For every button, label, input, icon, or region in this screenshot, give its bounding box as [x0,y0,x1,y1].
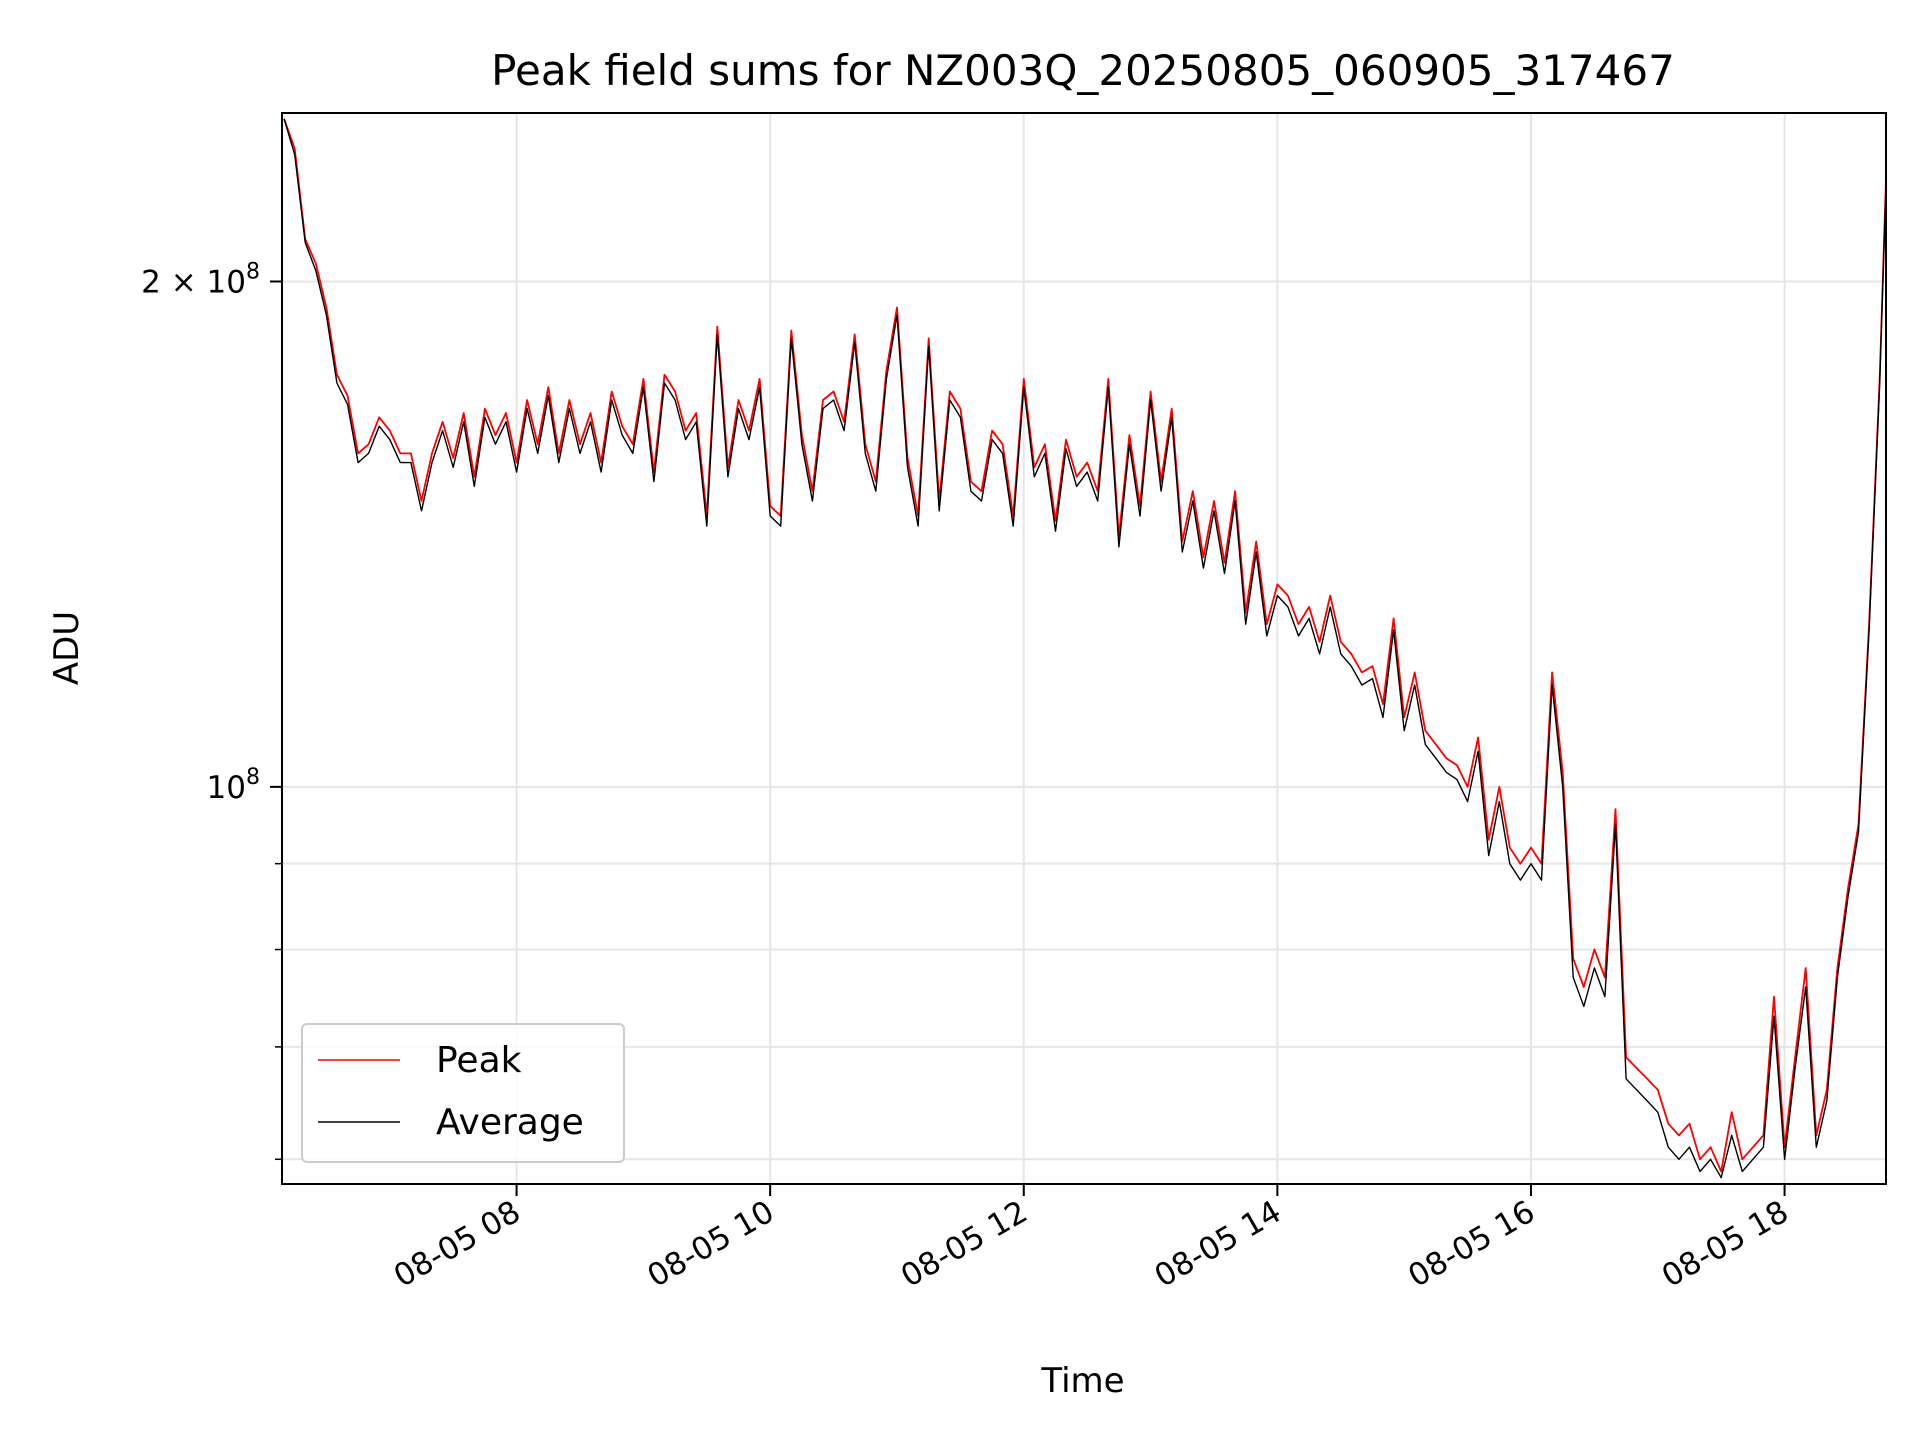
chart-title: Peak field sums for NZ003Q_20250805_0609… [491,46,1675,95]
legend-average-label: Average [436,1102,584,1143]
y-tick-label: 2 × 108 [141,259,260,300]
legend-peak-label: Peak [436,1040,522,1081]
plot-frame [281,112,1887,1185]
y-axis-label: ADU [47,611,87,685]
series-layer [283,118,1886,1179]
y-tick-label: 108 [207,765,260,806]
legend: Peak Average [301,1023,625,1163]
grid-layer [282,113,1886,1184]
series-line-average [283,118,1886,1179]
x-axis-label: Time [1040,1361,1124,1401]
legend-box [301,1023,625,1163]
series-line-peak [283,118,1886,1173]
